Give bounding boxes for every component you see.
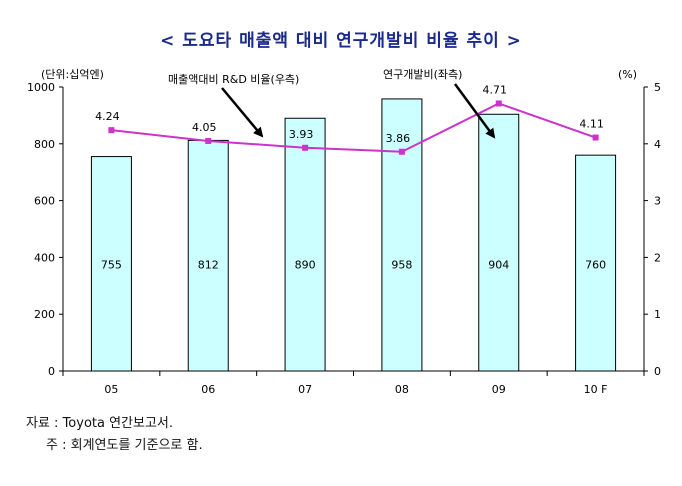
ratio-point	[398, 148, 405, 155]
x-tick-label: 10 F	[584, 383, 608, 396]
right-axis-label: (%)	[618, 68, 637, 81]
chart-title: < 도요타 매출액 대비 연구개발비 비율 추이 >	[160, 31, 522, 51]
left-tick-label: 1000	[27, 81, 55, 94]
ratio-point	[592, 134, 599, 141]
x-tick-label: 05	[104, 383, 118, 396]
left-axis-label: (단위:십억엔)	[41, 68, 104, 81]
x-tick-label: 06	[201, 383, 215, 396]
bar-value-label: 904	[488, 258, 509, 271]
ratio-line	[111, 102, 596, 153]
bar-annotation-arrow	[453, 83, 496, 139]
left-tick-label: 400	[34, 251, 55, 264]
line-series-annotation: 매출액대비 R&D 비율(우측)	[168, 73, 299, 86]
source-note: 자료 : Toyota 연간보고서.	[26, 416, 174, 431]
bar-value-label: 760	[585, 258, 606, 271]
x-tick-label: 07	[298, 383, 312, 396]
left-tick-label: 600	[34, 195, 55, 208]
x-tick-label: 09	[492, 383, 506, 396]
right-tick-label: 2	[654, 251, 661, 264]
ratio-value-label: 4.71	[483, 83, 508, 96]
ratio-value-label: 3.93	[289, 128, 314, 141]
ratio-point	[108, 127, 115, 134]
left-tick-label: 200	[34, 308, 55, 321]
ratio-point	[205, 137, 212, 144]
right-tick-label: 5	[654, 81, 661, 94]
bar	[284, 117, 326, 372]
x-tick-label: 08	[395, 383, 409, 396]
ratio-value-label: 4.24	[95, 110, 120, 123]
bar-value-label: 812	[198, 258, 219, 271]
bar	[187, 139, 229, 372]
bar	[90, 156, 132, 372]
right-tick-label: 0	[654, 365, 661, 378]
bar-series-annotation: 연구개발비(좌측)	[383, 68, 462, 81]
right-tick-label: 4	[654, 138, 661, 151]
ratio-value-label: 4.11	[579, 118, 604, 131]
left-tick-label: 800	[34, 138, 55, 151]
ratio-value-label: 3.86	[386, 132, 411, 145]
ratio-point	[302, 144, 309, 151]
right-tick-label: 3	[654, 195, 661, 208]
right-tick-label: 1	[654, 308, 661, 321]
bar	[575, 154, 617, 372]
bar	[478, 113, 520, 372]
footnote: 주 : 회계연도를 기준으로 함.	[46, 438, 203, 453]
line-annotation-arrow	[221, 87, 264, 138]
combo-chart: 0 200 400 600 800 1000 0 1 2 3 4 5 05 06 07 08 09 10 F (단위…	[27, 68, 661, 396]
ratio-value-label: 4.05	[192, 121, 217, 134]
bar-value-label: 890	[295, 258, 316, 271]
left-tick-label: 0	[48, 365, 55, 378]
bar-value-label: 755	[101, 258, 122, 271]
bar-value-label: 958	[391, 258, 412, 271]
ratio-point	[495, 100, 502, 107]
